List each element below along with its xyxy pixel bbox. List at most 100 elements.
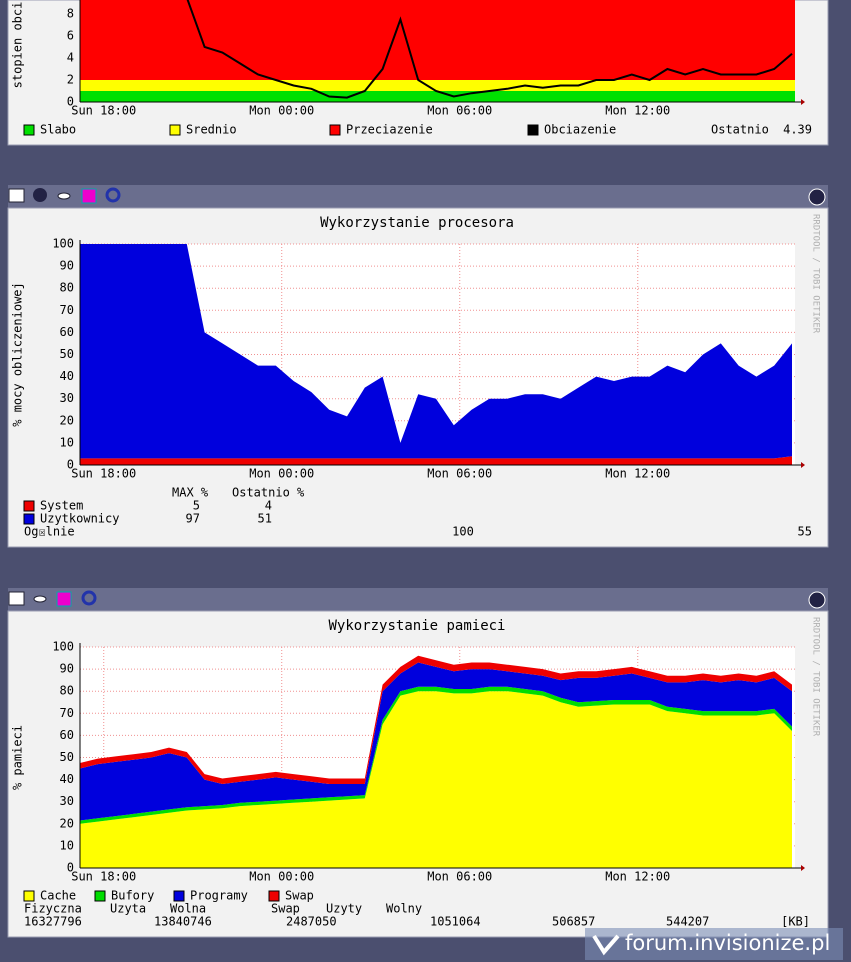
x-tick-label: Mon 12:00 — [605, 870, 670, 884]
table-value: 544207 — [666, 915, 709, 929]
y-tick-label: 90 — [60, 662, 74, 676]
chart-title: Wykorzystanie procesora — [320, 215, 514, 231]
legend-label: Uzytkownicy — [40, 512, 119, 526]
credit: RRDTOOL / TOBI OETIKER — [811, 617, 821, 737]
chart: stopien obci 0 2 4 6 8 Sun 18:00 Mon 00:00 Mon 0… — [11, 0, 812, 137]
table-header: Uzyty — [326, 902, 362, 916]
legend-label: Cache — [40, 889, 76, 903]
y-tick-label: 10 — [60, 838, 74, 852]
watermark-box — [585, 928, 843, 960]
x-tick-label: Sun 18:00 — [71, 104, 136, 118]
y-tick-label: 2 — [67, 73, 74, 87]
table-header: Uzyta — [110, 902, 146, 916]
legend-swatch — [173, 890, 185, 902]
stacked-area — [80, 691, 792, 868]
watermark: forum.invisionize.pl — [625, 931, 830, 955]
legend-label: System — [40, 499, 83, 513]
x-tick-label: Mon 00:00 — [249, 870, 314, 884]
table-icon[interactable] — [8, 591, 25, 606]
y-tick-label: 80 — [60, 684, 74, 698]
legend-swatch — [268, 890, 280, 902]
stacked-area — [80, 244, 792, 459]
y-axis-label: % pamieci — [11, 725, 25, 790]
y-tick-label: 60 — [60, 728, 74, 742]
stat-max: 97 — [186, 512, 200, 526]
y-tick-label: 6 — [67, 29, 74, 43]
legend-swatch — [23, 513, 35, 525]
legend-swatch — [94, 890, 106, 902]
table-value: 2487050 — [286, 915, 337, 929]
x-tick-label: Mon 00:00 — [249, 467, 314, 481]
y-tick-label: 0 — [67, 95, 74, 109]
legend-swatch — [23, 500, 35, 512]
toolbar — [8, 185, 828, 208]
chart: Wykorzystanie pamieci RRDTOOL / TOBI OETI… — [11, 617, 821, 903]
legend-swatch — [23, 890, 35, 902]
axis-arrow — [801, 99, 805, 105]
x-tick-label: Mon 06:00 — [427, 870, 492, 884]
x-tick-label: Sun 18:00 — [71, 870, 136, 884]
x-tick-label: Mon 12:00 — [605, 104, 670, 118]
info-icon[interactable] — [33, 188, 47, 202]
toolbar — [8, 588, 828, 611]
help-icon[interactable] — [808, 591, 826, 609]
table-header: Wolna — [170, 902, 206, 916]
y-tick-label: 50 — [60, 750, 74, 764]
legend-swatch — [527, 124, 539, 136]
graph-icon[interactable] — [81, 188, 97, 204]
table-value: 506857 — [552, 915, 595, 929]
table-header: Wolny — [386, 902, 422, 916]
credit: RRDTOOL / TOBI OETIKER — [811, 214, 821, 334]
band — [80, 0, 795, 80]
stats-header: Ostatnio % — [232, 486, 305, 500]
help-icon[interactable] — [808, 188, 826, 206]
x-tick-label: Mon 12:00 — [605, 467, 670, 481]
graph-icon[interactable] — [56, 591, 72, 607]
y-tick-label: 60 — [60, 325, 74, 339]
x-tick-label: Mon 00:00 — [249, 104, 314, 118]
table-header: Fizyczna — [24, 902, 82, 916]
y-tick-label: 50 — [60, 347, 74, 361]
y-tick-label: 90 — [60, 259, 74, 273]
y-tick-label: 0 — [67, 861, 74, 875]
stat-last: 4 — [265, 499, 272, 513]
axis-arrow — [801, 462, 805, 468]
load-line — [186, 0, 793, 99]
table-unit: [KB] — [781, 915, 810, 929]
y-tick-label: 100 — [52, 237, 74, 251]
y-tick-label: 100 — [52, 640, 74, 654]
view-icon[interactable] — [57, 192, 71, 200]
toolbar-icons — [8, 187, 826, 609]
y-tick-label: 70 — [60, 303, 74, 317]
table-header: Swap — [271, 902, 300, 916]
legend-swatch — [329, 124, 341, 136]
y-tick-label: 40 — [60, 772, 74, 786]
y-tick-label: 20 — [60, 413, 74, 427]
stat-max: 5 — [193, 499, 200, 513]
last-label: Ostatnio — [711, 123, 769, 137]
y-axis-label: stopien obci — [11, 2, 25, 89]
legend-label: Programy — [190, 889, 248, 903]
legend-label: Obciazenie — [544, 123, 616, 137]
x-tick-label: Sun 18:00 — [71, 467, 136, 481]
band — [80, 91, 795, 102]
legend-swatch — [169, 124, 181, 136]
total-last: 55 — [798, 525, 812, 539]
y-tick-label: 10 — [60, 435, 74, 449]
y-tick-label: 30 — [60, 794, 74, 808]
table-icon[interactable] — [8, 188, 25, 203]
y-tick-label: 40 — [60, 369, 74, 383]
total-label: Og☒lnie — [24, 525, 75, 539]
refresh-icon[interactable] — [105, 187, 121, 203]
legend-label: Bufory — [111, 889, 154, 903]
y-tick-label: 80 — [60, 281, 74, 295]
refresh-icon[interactable] — [81, 590, 97, 606]
view-icon[interactable] — [33, 595, 47, 603]
legend-label: Przeciazenie — [346, 123, 433, 137]
y-tick-label: 70 — [60, 706, 74, 720]
stacked-area — [80, 456, 792, 465]
y-tick-label: 4 — [67, 51, 74, 65]
last-value: 4.39 — [783, 123, 812, 137]
